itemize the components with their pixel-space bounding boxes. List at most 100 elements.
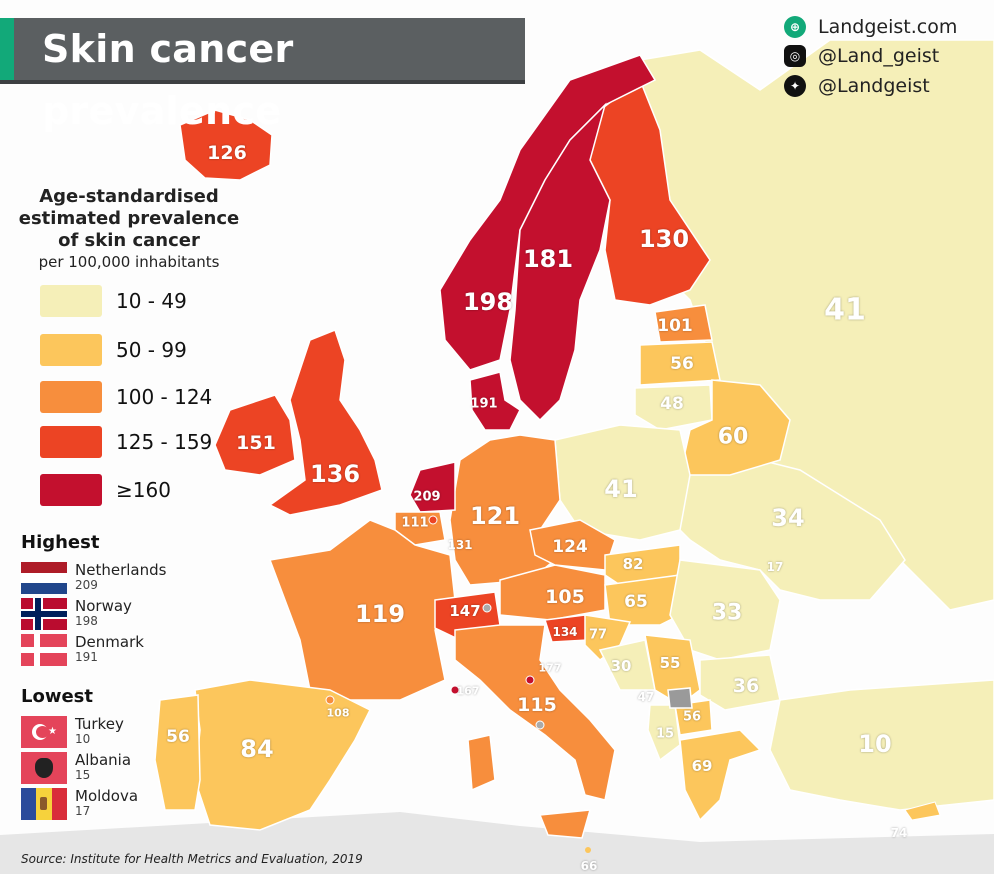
label-moldova: 17 <box>766 560 784 574</box>
region-malta <box>585 847 591 853</box>
albania-flag <box>21 752 67 784</box>
twitter-icon: ✦ <box>784 75 806 97</box>
label-turkey: 10 <box>858 730 892 758</box>
region-portugal <box>154 694 201 811</box>
label-north-macedonia: 56 <box>682 709 702 725</box>
highest-item: Norway 198 <box>21 598 132 630</box>
highest-heading: Highest <box>21 532 100 553</box>
region-united-kingdom <box>268 329 383 516</box>
label-denmark: 191 <box>470 396 498 412</box>
globe-icon: ⊕ <box>784 16 806 38</box>
legend-subtitle: per 100,000 inhabitants <box>38 253 220 271</box>
highest-item: Netherlands 209 <box>21 562 166 594</box>
label-sweden: 181 <box>522 245 574 273</box>
region-romania <box>669 559 781 661</box>
label-cyprus: 74 <box>890 826 908 840</box>
legend-swatch <box>40 381 102 413</box>
highest-item: Denmark 191 <box>21 634 144 666</box>
label-slovenia: 134 <box>552 625 578 639</box>
legend-swatch <box>40 285 102 317</box>
region-greece <box>679 729 762 822</box>
label-czechia: 124 <box>552 537 588 557</box>
region-netherlands <box>409 461 456 513</box>
label-austria: 105 <box>545 586 585 608</box>
region-estonia <box>654 304 713 343</box>
label-greece: 69 <box>691 757 713 775</box>
legend-swatch <box>40 334 102 366</box>
region-lithuania <box>634 384 713 431</box>
andorra-dot <box>325 695 335 705</box>
turkey-flag: ★ <box>21 716 67 748</box>
luxembourg-dot <box>428 515 438 525</box>
label-albania: 15 <box>655 726 675 742</box>
label-poland: 41 <box>604 475 638 503</box>
region-denmark <box>469 371 521 431</box>
region-norway <box>439 54 657 371</box>
san-marino-dot <box>525 675 535 685</box>
label-portugal: 56 <box>166 727 190 747</box>
label-estonia: 101 <box>657 316 693 336</box>
label-latvia: 56 <box>670 354 694 374</box>
twitter-link[interactable]: ✦ @Landgeist <box>784 75 930 97</box>
label-serbia: 55 <box>659 654 681 672</box>
lowest-item: ★ Turkey 10 <box>21 716 124 748</box>
label-montenegro: 47 <box>637 690 655 704</box>
label-andorra: 108 <box>326 706 350 720</box>
lowest-item: Moldova 17 <box>21 788 138 820</box>
region-sweden <box>509 102 611 422</box>
legend-swatch <box>40 426 102 458</box>
label-bosnia: 30 <box>610 657 632 675</box>
label-norway: 198 <box>462 288 514 316</box>
legend-bin: 100 - 124 <box>40 381 212 413</box>
label-romania: 33 <box>711 600 743 626</box>
label-united-kingdom: 136 <box>309 460 361 488</box>
label-ireland: 151 <box>236 432 276 454</box>
label-russia: 41 <box>824 292 866 328</box>
page-title: Skin cancer prevalence <box>42 27 294 133</box>
region-sicily <box>538 809 592 839</box>
region-sardinia <box>467 734 496 792</box>
region-kosovo <box>667 687 693 709</box>
label-iceland: 126 <box>207 142 247 164</box>
denmark-flag <box>21 634 67 666</box>
label-finland: 130 <box>638 225 690 253</box>
website-link[interactable]: ⊕ Landgeist.com <box>784 16 957 38</box>
liechtenstein-dot <box>482 603 492 613</box>
netherlands-flag <box>21 562 67 594</box>
source-note: Source: Institute for Health Metrics and… <box>21 852 363 866</box>
label-belgium: 111 <box>401 515 429 531</box>
label-netherlands: 209 <box>413 489 441 505</box>
monaco-dot <box>450 685 460 695</box>
lowest-item: Albania 15 <box>21 752 131 784</box>
moldova-flag <box>21 788 67 820</box>
title-banner: Skin cancer prevalence <box>0 18 525 133</box>
label-bulgaria: 36 <box>732 675 760 697</box>
label-monaco: 167 <box>456 684 480 698</box>
legend-bin: 50 - 99 <box>40 334 187 366</box>
label-croatia: 77 <box>588 627 608 643</box>
legend-swatch <box>40 474 102 506</box>
lowest-heading: Lowest <box>21 686 93 707</box>
region-ireland <box>214 394 296 476</box>
region-poland <box>554 424 691 541</box>
region-bulgaria <box>699 654 781 711</box>
region-iceland <box>179 109 273 181</box>
legend-bin: ≥160 <box>40 474 171 506</box>
label-san-marino: 177 <box>538 661 562 675</box>
region-cyprus <box>904 801 941 821</box>
vatican-dot <box>535 720 545 730</box>
label-lithuania: 48 <box>660 394 684 414</box>
label-luxembourg: 131 <box>447 538 473 552</box>
region-latvia <box>639 341 721 386</box>
region-france <box>268 519 456 701</box>
region-turkey <box>769 679 994 811</box>
label-germany: 121 <box>469 502 521 530</box>
region-ukraine <box>669 459 906 601</box>
label-ukraine: 34 <box>771 504 805 532</box>
label-belarus: 60 <box>717 424 749 450</box>
instagram-link[interactable]: ◎ @Land_geist <box>784 45 939 67</box>
norway-flag <box>21 598 67 630</box>
legend-title: Age-standardised estimated prevalence of… <box>18 186 240 251</box>
